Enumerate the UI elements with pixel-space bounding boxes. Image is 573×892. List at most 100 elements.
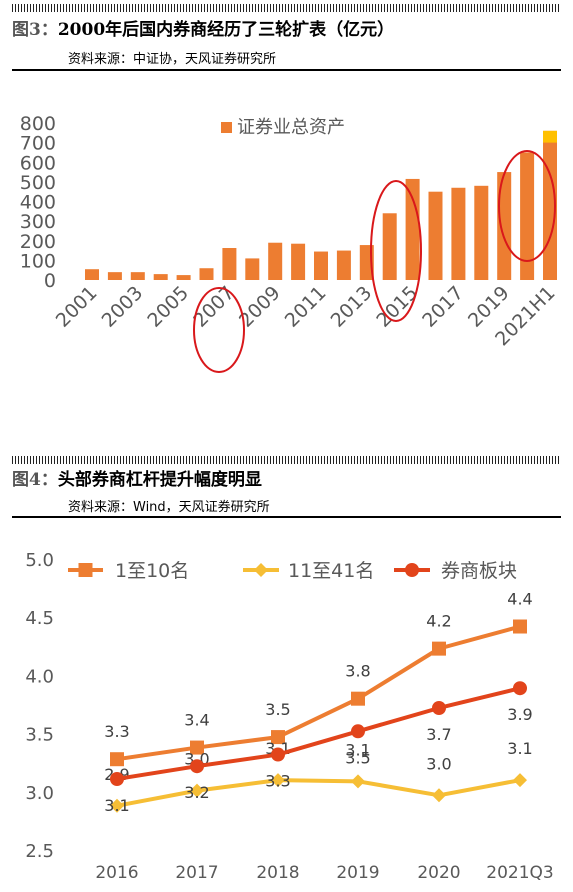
point-marker <box>190 783 204 798</box>
bar-2005 <box>176 275 191 280</box>
bar-2010 <box>291 243 306 280</box>
x-tick-label: 2019 <box>336 863 379 883</box>
legend-swatch <box>221 122 232 133</box>
highlight-ellipse-2007 <box>193 287 245 373</box>
data-label: 3.1 <box>507 739 532 758</box>
figure-3-title-text: 2000年后国内券商经历了三轮扩表（亿元） <box>57 20 395 40</box>
point-marker <box>432 700 446 715</box>
y-tick-label: 400 <box>20 192 56 214</box>
figure-4-title: 图4：头部券商杠杆提升幅度明显 <box>12 465 262 490</box>
highlight-ellipse-2015 <box>370 180 422 322</box>
data-label: 3.9 <box>507 705 532 724</box>
y-tick-label: 500 <box>20 172 56 194</box>
x-tick-label: 2016 <box>95 863 138 883</box>
point-marker <box>190 759 204 774</box>
bar-2009 <box>268 242 283 280</box>
x-tick-label: 2018 <box>256 863 299 883</box>
point-marker <box>110 798 124 813</box>
x-tick-label: 2021Q3 <box>486 863 553 883</box>
figure-4-source: 资料来源：Wind，天风证券研究所 <box>68 500 270 515</box>
data-label: 3.2 <box>184 783 209 802</box>
point-marker <box>271 747 285 762</box>
point-marker <box>513 681 527 696</box>
data-label: 3.5 <box>345 748 370 767</box>
figure-3-divider <box>12 69 561 71</box>
x-tick-label: 2017 <box>418 282 468 332</box>
series-line-2 <box>116 686 521 781</box>
point-marker <box>432 641 446 656</box>
bar-2012 <box>336 250 351 280</box>
point-marker <box>351 774 365 789</box>
y-tick-label: 300 <box>20 211 56 233</box>
point-marker <box>110 771 124 786</box>
legend-marker <box>405 563 419 577</box>
data-label: 3.4 <box>184 711 209 730</box>
data-label: 3.5 <box>265 700 290 719</box>
y-tick-label: 3.0 <box>25 783 54 804</box>
point-marker <box>351 691 365 706</box>
bar-2006 <box>199 268 214 280</box>
legend-label: 11至41名 <box>288 560 374 582</box>
bar-2011 <box>314 251 328 280</box>
x-tick-label: 2011 <box>281 282 331 332</box>
x-tick-label: 2013 <box>327 282 377 332</box>
y-tick-label: 100 <box>20 250 56 272</box>
figure-4-divider <box>12 516 561 518</box>
bar-2015 <box>405 178 420 280</box>
data-label: 4.4 <box>507 590 532 609</box>
bar-2004 <box>153 274 168 280</box>
x-tick-label: 2001 <box>52 282 102 332</box>
legend-marker <box>78 563 93 577</box>
legend-label: 券商板块 <box>441 560 517 582</box>
header-hatch-bar <box>12 456 561 464</box>
data-label: 3.3 <box>265 772 290 791</box>
bar-2020 <box>520 152 535 280</box>
legend-label: 证券业总资产 <box>237 117 345 138</box>
x-tick-label: 2003 <box>98 282 148 332</box>
highlight-ellipse-2020 <box>498 150 556 262</box>
y-tick-label: 700 <box>20 133 56 155</box>
y-tick-label: 3.5 <box>25 725 54 746</box>
x-tick-label: 2017 <box>175 863 218 883</box>
data-label: 3.8 <box>345 662 370 681</box>
bar-2019 <box>497 172 512 280</box>
x-tick-label: 2005 <box>143 282 193 332</box>
y-tick-label: 600 <box>20 152 56 174</box>
data-label: 4.2 <box>426 612 451 631</box>
bar-2002 <box>107 272 122 280</box>
figure-4-title-text: 头部券商杠杆提升幅度明显 <box>57 470 262 490</box>
y-tick-label: 2.5 <box>25 841 54 862</box>
y-tick-label: 4.5 <box>25 608 54 629</box>
x-tick-label: 2009 <box>235 282 285 332</box>
point-marker <box>110 752 124 767</box>
bar-2001 <box>85 269 99 280</box>
bar-2007 <box>222 248 237 280</box>
line-chart-leverage: 2.5 3.0 3.5 4.0 4.5 5.0 2016 2017 2018 2019 2020 20… <box>25 550 553 883</box>
point-marker <box>513 773 527 788</box>
y-tick-label: 800 <box>20 113 56 135</box>
bar-2016 <box>428 191 443 280</box>
bar-2018 <box>474 185 489 280</box>
series-line-0 <box>116 624 521 762</box>
bar-2003 <box>130 272 145 280</box>
y-tick-label: 5.0 <box>25 550 54 571</box>
point-marker <box>351 724 365 739</box>
bar-highlight-2021H1 <box>543 130 557 143</box>
legend-label: 1至10名 <box>115 560 189 582</box>
header-hatch-bar <box>12 4 561 12</box>
data-label: 3.1 <box>104 796 129 815</box>
figure-3-source: 资料来源：中证协，天风证券研究所 <box>68 52 277 67</box>
y-tick-label: 4.0 <box>25 666 54 687</box>
y-tick-label: 200 <box>20 231 56 253</box>
point-marker <box>190 740 204 755</box>
y-tick-label: 0 <box>44 270 56 292</box>
x-tick-label: 2020 <box>417 863 460 883</box>
figure-3-title: 图3：2000年后国内券商经历了三轮扩表（亿元） <box>12 15 394 40</box>
figure-4-label: 图4： <box>12 470 58 490</box>
data-label: 3.0 <box>426 754 451 773</box>
data-label: 3.3 <box>104 722 129 741</box>
series-line-1 <box>116 778 521 808</box>
legend-marker <box>254 563 268 577</box>
point-marker <box>271 730 285 745</box>
